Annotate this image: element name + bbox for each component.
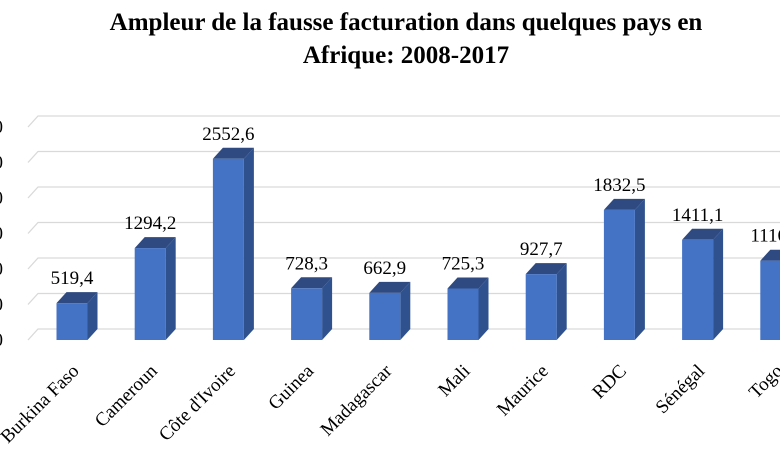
bar-front <box>447 288 479 340</box>
bar <box>447 277 489 340</box>
chart-title: Ampleur de la fausse facturation dans qu… <box>0 6 780 72</box>
bar-side <box>634 198 645 340</box>
data-label: 1832,5 <box>593 175 645 196</box>
gridline <box>27 257 780 270</box>
bar-top <box>682 228 724 240</box>
bar <box>56 292 98 340</box>
bar-front <box>603 209 635 340</box>
bar-top <box>760 249 780 261</box>
y-tick-label: 1500 <box>0 224 3 245</box>
gridline <box>27 186 780 199</box>
data-label: 1116,9 <box>750 226 780 247</box>
bar <box>134 237 176 340</box>
bar-top <box>56 292 98 304</box>
data-label: 1411,1 <box>672 205 724 226</box>
bar <box>369 281 411 340</box>
bar-top <box>369 281 411 293</box>
y-tick-label: 3000 <box>0 117 3 138</box>
bar <box>525 263 567 340</box>
bar-top <box>525 263 567 275</box>
y-tick-label: 2000 <box>0 188 3 209</box>
chart-title-line-1: Ampleur de la fausse facturation dans qu… <box>109 9 703 36</box>
bar-front <box>760 260 780 340</box>
category-label: Mali <box>434 361 474 401</box>
chart-title-line-2: Afrique: 2008-2017 <box>302 42 510 69</box>
bar-front <box>291 288 323 340</box>
bar-top <box>134 237 176 249</box>
bars <box>56 147 780 340</box>
bar-front <box>56 303 88 340</box>
category-label: Guinea <box>264 360 318 414</box>
gridline <box>27 150 780 163</box>
y-tick-label: 500 <box>0 295 3 316</box>
bar <box>682 228 724 340</box>
bar-side <box>478 277 489 340</box>
data-label: 519,4 <box>51 268 94 289</box>
data-labels: 519,4 1294,2 2552,6 728,3 662,9 725,3 927,7 183… <box>51 124 780 289</box>
bar <box>603 198 645 340</box>
y-tick-label: 0 <box>0 330 3 351</box>
bar-side <box>322 277 333 340</box>
category-label: Togo <box>745 361 780 403</box>
bar-side <box>400 281 411 340</box>
data-label: 1294,2 <box>124 213 176 234</box>
bar-side <box>165 237 176 340</box>
y-tick-label: 2500 <box>0 153 3 174</box>
bar-top <box>603 198 645 210</box>
bar-top <box>291 277 333 289</box>
category-label: Madagascar <box>317 360 397 440</box>
category-label: Cameroun <box>91 360 162 431</box>
bar-side <box>713 228 724 340</box>
data-label: 662,9 <box>363 258 406 279</box>
data-label: 725,3 <box>442 254 485 275</box>
bar <box>212 147 254 340</box>
bar-front <box>212 158 244 340</box>
gridlines <box>27 115 780 341</box>
y-axis-ticks: 0 500 1000 1500 2000 2500 3000 <box>0 117 3 351</box>
bar-front <box>682 239 714 340</box>
bar-side <box>556 263 567 340</box>
bar-side <box>243 147 254 340</box>
bar-front <box>525 274 557 340</box>
category-label: Sénégal <box>652 361 709 418</box>
bar-side <box>87 292 98 340</box>
bar-front <box>134 248 166 340</box>
bar-top <box>212 147 254 159</box>
category-label: Burkina Faso <box>0 361 84 448</box>
gridline <box>27 221 780 234</box>
bar-top <box>447 277 489 289</box>
category-label: Maurice <box>493 361 553 421</box>
bar <box>291 277 333 340</box>
data-label: 728,3 <box>285 253 328 274</box>
category-label: RDC <box>588 361 630 403</box>
bar <box>760 249 780 340</box>
gridline <box>27 115 780 128</box>
data-label: 927,7 <box>520 239 563 260</box>
category-label: Côte d'Ivoire <box>155 361 240 446</box>
bar-front <box>369 292 401 340</box>
data-label: 2552,6 <box>202 124 254 145</box>
y-tick-label: 1000 <box>0 259 3 280</box>
